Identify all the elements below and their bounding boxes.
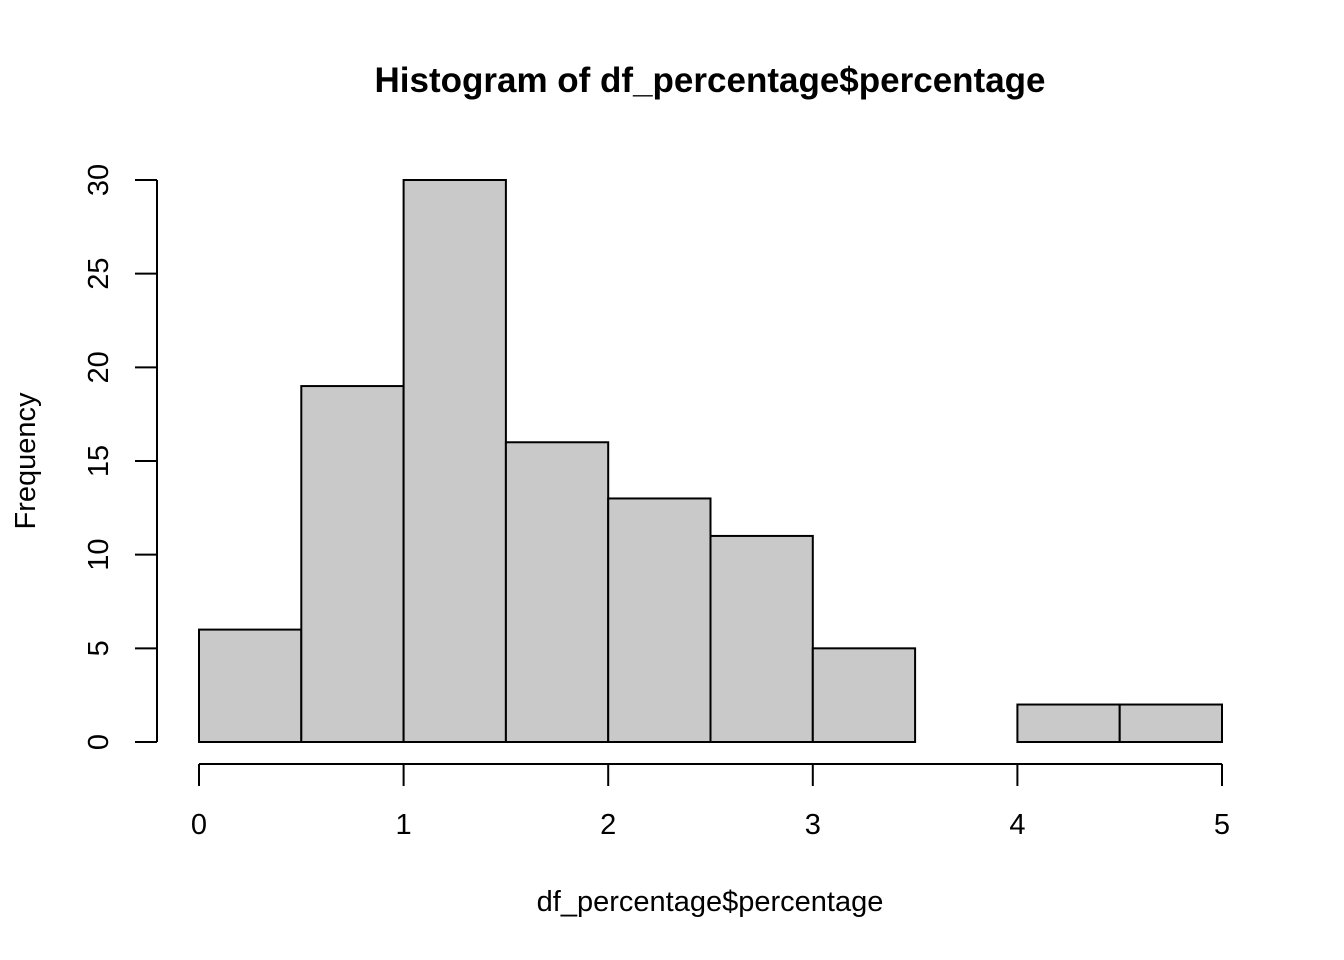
histogram-bar-3 [504, 441, 610, 743]
y-axis-label: Frequency [10, 392, 42, 530]
y-tick-label-0: 0 [83, 734, 115, 750]
histogram-bar-9 [1118, 703, 1223, 743]
x-tick-label-0: 0 [191, 809, 207, 841]
y-tick-label-5: 25 [83, 258, 115, 290]
y-tick-label-6: 30 [83, 164, 115, 196]
x-tick-label-3: 3 [805, 809, 821, 841]
chart-title: Histogram of df_percentage$percentage [374, 61, 1045, 100]
y-tick-label-1: 5 [83, 640, 115, 656]
y-tick-label-4: 20 [83, 351, 115, 383]
histogram-bar-6 [811, 647, 917, 743]
y-tick-label-3: 15 [83, 445, 115, 477]
x-tick-label-2: 2 [600, 809, 616, 841]
x-tick-label-4: 4 [1009, 809, 1025, 841]
histogram-bar-0 [198, 628, 303, 743]
x-tick-label-5: 5 [1214, 809, 1230, 841]
x-axis: 0 1 2 3 4 5 [191, 763, 1230, 841]
x-axis-label: df_percentage$percentage [537, 886, 884, 918]
y-tick-label-2: 10 [83, 539, 115, 571]
histogram-bar-4 [607, 497, 712, 744]
bars-group [198, 179, 1223, 744]
histogram-bar-2 [402, 179, 507, 743]
histogram-bar-5 [709, 534, 814, 744]
x-tick-label-1: 1 [396, 809, 412, 841]
histogram-bar-8 [1016, 703, 1121, 743]
histogram-bar-1 [300, 385, 405, 743]
y-axis: 0 5 10 15 20 25 30 [83, 164, 158, 750]
